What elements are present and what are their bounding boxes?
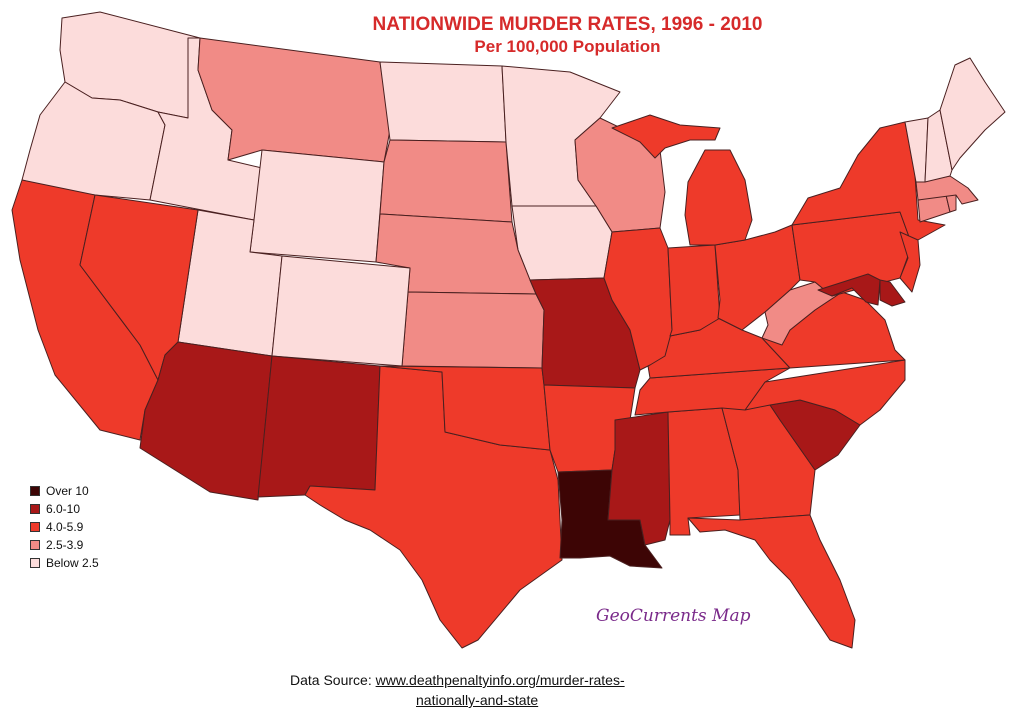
source-link[interactable]: www.deathpenaltyinfo.org/murder-rates-na… (290, 672, 625, 708)
state-indiana (667, 244, 721, 337)
legend-label: Below 2.5 (46, 556, 99, 570)
state-new-york (791, 121, 946, 246)
legend-swatch (30, 558, 40, 568)
map-title: NATIONWIDE MURDER RATES, 1996 - 2010 (372, 14, 763, 35)
state-delaware (879, 279, 906, 307)
legend-label: 4.0-5.9 (46, 520, 84, 534)
state-new-hampshire (924, 109, 953, 183)
state-michigan-lower (684, 149, 753, 246)
state-west-virginia (761, 281, 843, 346)
state-massachusetts (915, 175, 979, 205)
legend-item-6-10: 6.0-10 (30, 500, 99, 518)
state-michigan-upper (611, 114, 721, 159)
state-ohio (714, 224, 801, 331)
state-colorado (271, 255, 411, 367)
legend-item-over-10: Over 10 (30, 482, 99, 500)
legend-label: Over 10 (46, 484, 89, 498)
data-source: Data Source: www.deathpenaltyinfo.org/mu… (290, 670, 720, 710)
source-prefix: Data Source: (290, 672, 376, 688)
legend-item-below-2-5: Below 2.5 (30, 554, 99, 572)
state-maryland (817, 273, 881, 306)
source-link-line1: www.deathpenaltyinfo.org/murder-rates- (375, 672, 625, 688)
state-tennessee (634, 367, 791, 416)
legend-swatch (30, 540, 40, 550)
state-south-dakota (379, 139, 513, 223)
state-illinois (603, 227, 673, 371)
legend-label: 2.5-3.9 (46, 538, 84, 552)
legend-swatch (30, 504, 40, 514)
legend-swatch (30, 486, 40, 496)
state-maine (939, 57, 1006, 171)
map-subtitle: Per 100,000 Population (474, 37, 661, 56)
legend-item-2-5-3-9: 2.5-3.9 (30, 536, 99, 554)
state-florida (687, 514, 856, 649)
state-iowa (511, 205, 613, 281)
legend-item-4-5-9: 4.0-5.9 (30, 518, 99, 536)
legend-swatch (30, 522, 40, 532)
state-north-carolina (744, 359, 906, 426)
state-wisconsin (574, 117, 666, 233)
state-new-mexico (257, 355, 381, 498)
state-north-dakota (379, 61, 507, 143)
map-credit: GeoCurrents Map (596, 606, 751, 626)
state-kansas (401, 291, 545, 369)
state-wyoming (249, 149, 385, 263)
legend-label: 6.0-10 (46, 502, 81, 516)
state-new-jersey (899, 231, 921, 293)
legend: Over 10 6.0-10 4.0-5.9 2.5-3.9 Below 2.5 (30, 482, 99, 572)
source-link-line2: nationally-and-state (416, 692, 539, 708)
